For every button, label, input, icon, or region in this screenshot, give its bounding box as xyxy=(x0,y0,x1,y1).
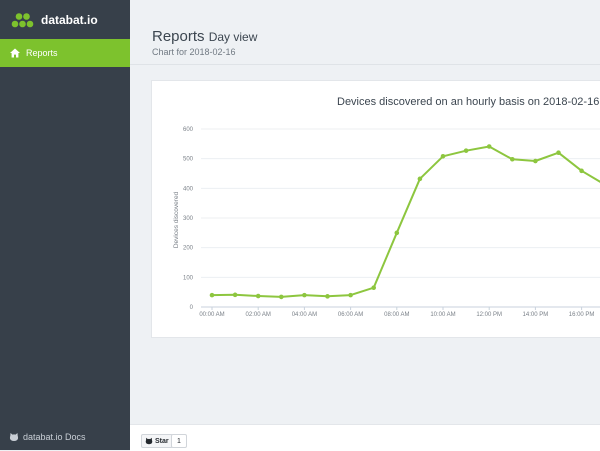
line-chart: Devices discovered on an hourly basis on… xyxy=(173,96,600,318)
data-point[interactable] xyxy=(325,294,330,299)
data-point[interactable] xyxy=(440,153,446,159)
github-icon xyxy=(145,437,153,445)
docs-link[interactable]: databat.io Docs xyxy=(9,432,86,442)
star-count[interactable]: 1 xyxy=(171,434,187,448)
y-tick-label: 200 xyxy=(183,246,194,252)
x-tick-label: 14:00 PM xyxy=(523,312,549,318)
sidebar-item-reports[interactable]: Reports xyxy=(0,39,130,67)
y-tick-label: 600 xyxy=(183,127,194,133)
x-tick-label: 08:00 AM xyxy=(384,312,409,318)
data-point[interactable] xyxy=(486,144,492,149)
y-tick-label: 400 xyxy=(183,186,194,192)
databat-logo-icon xyxy=(11,13,34,28)
x-tick-label: 06:00 AM xyxy=(338,312,363,318)
data-point[interactable] xyxy=(463,148,469,153)
data-point[interactable] xyxy=(533,158,538,164)
footer: Star 1 xyxy=(130,424,600,451)
y-tick-label: 500 xyxy=(183,157,194,163)
data-point[interactable] xyxy=(371,285,376,291)
data-point[interactable] xyxy=(302,292,307,298)
data-point[interactable] xyxy=(232,292,238,298)
x-tick-label: 02:00 AM xyxy=(246,312,271,318)
page-subtitle: Chart for 2018-02-16 xyxy=(152,47,236,57)
data-point[interactable] xyxy=(417,176,423,182)
data-point[interactable] xyxy=(348,292,353,298)
sidebar: databat.io Reports databat.io Docs xyxy=(0,0,130,450)
data-point[interactable] xyxy=(556,150,561,156)
main-content: Reports Day view Chart for 2018-02-16 De… xyxy=(130,0,600,451)
y-tick-label: 100 xyxy=(183,275,194,281)
page-title: Reports xyxy=(152,28,205,45)
x-tick-label: 16:00 PM xyxy=(569,312,595,318)
data-point[interactable] xyxy=(209,292,215,298)
data-point[interactable] xyxy=(579,168,584,174)
x-tick-label: 10:00 AM xyxy=(430,312,455,318)
chart-title: Devices discovered on an hourly basis on… xyxy=(337,96,599,108)
docs-label: databat.io Docs xyxy=(23,432,86,442)
y-tick-label: 300 xyxy=(183,216,194,222)
star-label: Star xyxy=(155,437,169,445)
page-title-suffix: Day view xyxy=(208,30,258,44)
x-tick-label: 12:00 PM xyxy=(476,312,502,318)
home-icon xyxy=(10,48,20,58)
brand[interactable]: databat.io xyxy=(10,8,98,32)
app-name: databat.io xyxy=(41,13,98,27)
x-tick-label: 04:00 AM xyxy=(292,312,317,318)
github-icon xyxy=(9,433,19,441)
series-line xyxy=(211,145,600,298)
github-star-button[interactable]: Star xyxy=(141,434,173,448)
header-divider xyxy=(130,64,600,65)
y-tick-label: 0 xyxy=(190,305,194,311)
chart-card: Devices discovered on an hourly basis on… xyxy=(151,80,600,338)
page-header: Reports Day view Chart for 2018-02-16 xyxy=(152,28,257,57)
sidebar-item-label: Reports xyxy=(26,48,58,58)
data-point[interactable] xyxy=(510,156,515,162)
data-point[interactable] xyxy=(255,293,261,299)
data-point[interactable] xyxy=(279,294,284,300)
y-axis-title: Devices discovered xyxy=(173,191,180,248)
x-tick-label: 00:00 AM xyxy=(199,312,224,318)
data-point[interactable] xyxy=(394,230,400,236)
